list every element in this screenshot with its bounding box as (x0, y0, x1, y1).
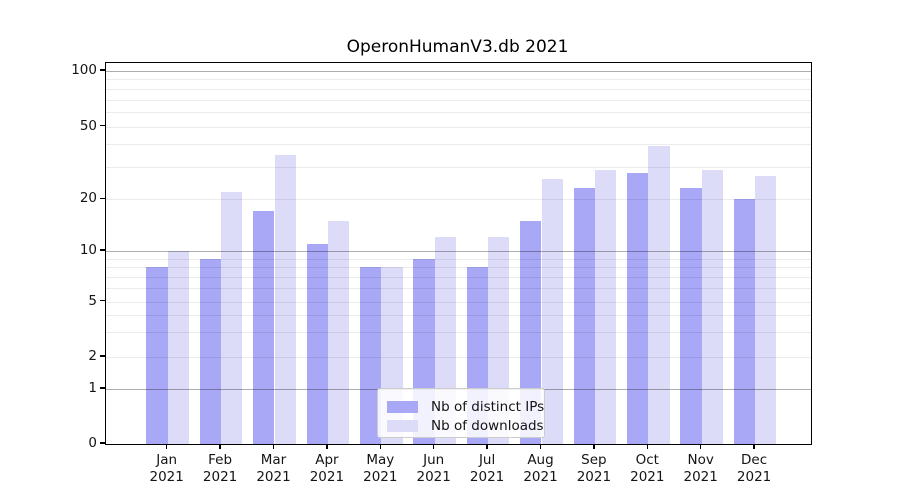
x-tick-label-feb: Feb 2021 (202, 452, 238, 485)
legend-swatch-distinct-ips (387, 400, 418, 414)
bar-downloads-dec (755, 175, 777, 444)
y-tick-mark (100, 387, 105, 389)
bar-distinct-ips-may (359, 267, 382, 444)
bar-downloads-nov (701, 169, 724, 444)
bar-distinct-ips-feb (199, 258, 222, 444)
y-tick-mark (100, 197, 105, 200)
x-tick-mark (646, 444, 649, 449)
minor-gridline (106, 126, 811, 128)
bar-downloads-jan (167, 251, 190, 444)
x-tick-label-jun: Jun 2021 (416, 452, 451, 485)
minor-gridline (106, 301, 811, 303)
x-tick-label-aug: Aug 2021 (523, 452, 558, 485)
legend-item-distinct-ips: Nb of distinct IPs (387, 398, 544, 416)
x-tick-mark (272, 444, 275, 449)
minor-gridline (106, 99, 811, 101)
bar-distinct-ips-apr (306, 243, 328, 444)
x-tick-label-apr: Apr 2021 (309, 452, 345, 485)
x-tick-mark (165, 444, 168, 449)
x-tick-label-jul: Jul 2021 (469, 452, 505, 485)
minor-gridline (106, 167, 811, 169)
bar-distinct-ips-sep (573, 188, 595, 444)
x-tick-mark (326, 444, 328, 449)
x-tick-mark (699, 444, 702, 449)
y-tick-label: 1 (88, 380, 97, 396)
x-tick-label-jan: Jan 2021 (149, 452, 184, 485)
bar-distinct-ips-dec (733, 199, 756, 444)
y-tick-mark (100, 69, 105, 71)
y-tick-label: 100 (71, 62, 97, 78)
bar-downloads-aug (541, 178, 563, 444)
y-tick-label: 0 (88, 435, 97, 451)
x-tick-mark (539, 444, 542, 449)
bar-distinct-ips-nov (680, 188, 702, 444)
bar-downloads-mar (274, 154, 296, 444)
x-tick-label-sep: Sep 2021 (576, 452, 612, 485)
y-tick-label: 50 (79, 117, 97, 134)
y-tick-mark (100, 442, 105, 444)
minor-gridline (106, 267, 811, 269)
minor-gridline (106, 79, 811, 81)
bar-downloads-feb (221, 191, 243, 444)
x-tick-label-nov: Nov 2021 (683, 452, 718, 485)
minor-gridline (106, 288, 811, 290)
x-tick-mark (486, 444, 488, 449)
minor-gridline (106, 357, 811, 358)
bar-distinct-ips-jan (146, 267, 168, 444)
y-tick-label: 20 (79, 190, 97, 207)
x-tick-label-oct: Oct 2021 (630, 452, 665, 485)
y-tick-mark (100, 124, 105, 127)
minor-gridline (106, 276, 811, 278)
x-tick-mark (753, 444, 755, 449)
bar-downloads-oct (648, 146, 670, 444)
bar-downloads-apr (327, 220, 350, 444)
legend-swatch-downloads (387, 419, 418, 433)
minor-gridline (106, 88, 811, 90)
major-gridline (106, 251, 811, 252)
y-tick-label: 5 (88, 292, 97, 309)
legend-label-downloads: Nb of downloads (431, 418, 544, 434)
chart-title: OperonHumanV3.db 2021 (346, 37, 569, 57)
minor-gridline (106, 199, 811, 201)
minor-gridline (106, 144, 811, 146)
x-tick-mark (219, 444, 221, 449)
x-tick-label-dec: Dec 2021 (736, 452, 772, 485)
legend-label-distinct-ips: Nb of distinct IPs (431, 399, 545, 415)
minor-gridline (106, 258, 811, 260)
y-tick-mark (100, 249, 105, 251)
major-gridline (106, 71, 811, 72)
bar-downloads-sep (594, 169, 617, 444)
plot-area (105, 62, 812, 445)
minor-gridline (106, 332, 811, 334)
x-tick-mark (379, 444, 382, 449)
y-tick-label: 10 (79, 242, 97, 258)
y-tick-label: 2 (88, 348, 97, 364)
x-tick-label-may: May 2021 (363, 452, 398, 485)
x-tick-label-mar: Mar 2021 (256, 452, 291, 485)
bar-distinct-ips-oct (626, 172, 649, 444)
y-tick-mark (100, 299, 105, 302)
legend: Nb of distinct IPs Nb of downloads (377, 388, 545, 438)
x-tick-mark (432, 444, 435, 449)
legend-item-downloads: Nb of downloads (387, 417, 544, 435)
x-tick-mark (593, 444, 595, 449)
minor-gridline (106, 112, 811, 114)
bar-distinct-ips-mar (253, 211, 275, 444)
y-tick-mark (100, 355, 105, 357)
minor-gridline (106, 315, 811, 317)
